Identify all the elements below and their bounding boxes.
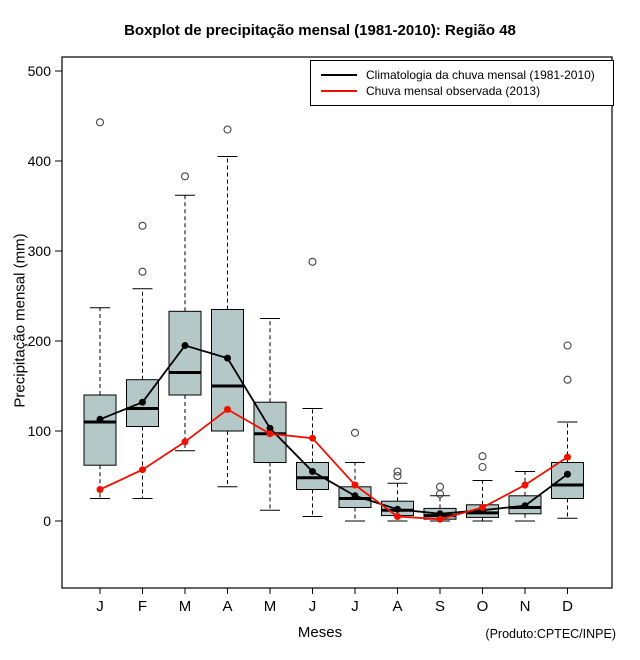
- svg-text:A: A: [392, 598, 402, 615]
- y-axis-label: Precipitação mensal (mm): [11, 233, 29, 408]
- observed-line-icon: [321, 90, 357, 92]
- svg-text:0: 0: [43, 513, 51, 529]
- svg-text:N: N: [520, 598, 531, 615]
- svg-text:300: 300: [28, 243, 52, 259]
- legend-label-climatology: Climatologia da chuva mensal (1981-2010): [366, 68, 595, 82]
- svg-text:J: J: [96, 598, 104, 615]
- svg-text:100: 100: [28, 423, 52, 439]
- svg-text:D: D: [562, 598, 573, 615]
- svg-text:O: O: [477, 598, 489, 615]
- svg-text:200: 200: [28, 333, 52, 349]
- svg-text:S: S: [435, 598, 445, 615]
- x-axis-label: Meses: [297, 624, 343, 641]
- svg-text:400: 400: [28, 153, 52, 169]
- svg-text:M: M: [179, 598, 192, 615]
- svg-text:J: J: [309, 598, 317, 615]
- svg-text:F: F: [138, 598, 147, 615]
- legend-label-observed: Chuva mensal observada (2013): [366, 84, 541, 98]
- chart-title: Boxplot de precipitação mensal (1981-201…: [124, 22, 516, 39]
- svg-text:J: J: [351, 598, 359, 615]
- climatology-line-icon: [321, 74, 357, 76]
- legend-item-observed: Chuva mensal observada (2013): [321, 83, 605, 99]
- svg-text:A: A: [222, 598, 232, 615]
- source-note: (Produto:CPTEC/INPE): [485, 627, 616, 641]
- legend-item-climatology: Climatologia da chuva mensal (1981-2010): [321, 67, 605, 83]
- legend: Climatologia da chuva mensal (1981-2010)…: [310, 60, 614, 106]
- svg-text:M: M: [264, 598, 277, 615]
- svg-text:500: 500: [28, 63, 52, 79]
